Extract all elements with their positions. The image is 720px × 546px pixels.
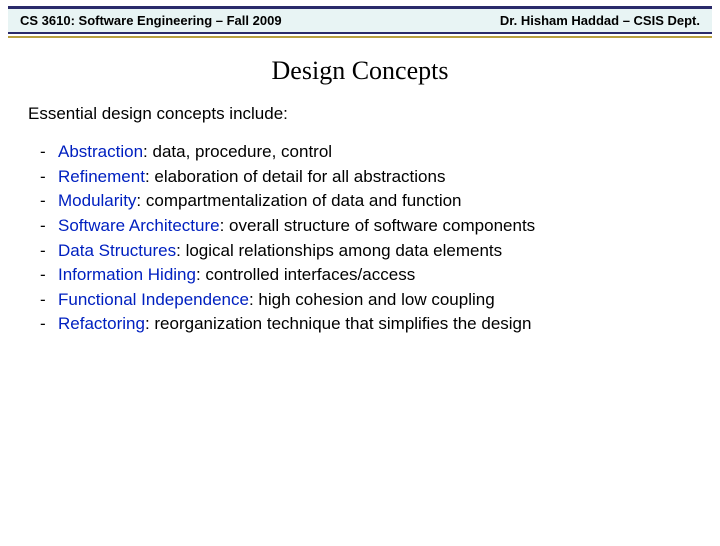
instructor-label: Dr. Hisham Haddad – CSIS Dept.: [500, 13, 700, 28]
bullet-sep: :: [145, 314, 154, 333]
list-item: - Functional Independence: high cohesion…: [40, 288, 692, 313]
bullet-term: Functional Independence: [58, 290, 249, 309]
bullet-content: Information Hiding: controlled interface…: [58, 263, 415, 288]
header-bar: CS 3610: Software Engineering – Fall 200…: [8, 6, 712, 34]
intro-text: Essential design concepts include:: [28, 104, 692, 124]
accent-underline: [8, 36, 712, 38]
bullet-dash: -: [40, 239, 58, 264]
bullet-sep: :: [136, 191, 145, 210]
bullet-desc: controlled interfaces/access: [205, 265, 415, 284]
list-item: - Abstraction: data, procedure, control: [40, 140, 692, 165]
bullet-sep: :: [145, 167, 154, 186]
bullet-sep: :: [196, 265, 205, 284]
bullet-desc: overall structure of software components: [229, 216, 535, 235]
bullet-dash: -: [40, 312, 58, 337]
bullet-term: Abstraction: [58, 142, 143, 161]
bullet-desc: logical relationships among data element…: [186, 241, 503, 260]
list-item: - Data Structures: logical relationships…: [40, 239, 692, 264]
bullet-content: Functional Independence: high cohesion a…: [58, 288, 495, 313]
bullet-content: Data Structures: logical relationships a…: [58, 239, 502, 264]
bullet-term: Refinement: [58, 167, 145, 186]
bullet-desc: compartmentalization of data and functio…: [146, 191, 462, 210]
bullet-desc: high cohesion and low coupling: [258, 290, 494, 309]
list-item: - Refactoring: reorganization technique …: [40, 312, 692, 337]
bullet-term: Refactoring: [58, 314, 145, 333]
bullet-list: - Abstraction: data, procedure, control …: [40, 140, 692, 337]
bullet-desc: reorganization technique that simplifies…: [154, 314, 531, 333]
bullet-term: Modularity: [58, 191, 136, 210]
list-item: - Modularity: compartmentalization of da…: [40, 189, 692, 214]
bullet-term: Data Structures: [58, 241, 176, 260]
bullet-term: Software Architecture: [58, 216, 220, 235]
bullet-content: Software Architecture: overall structure…: [58, 214, 535, 239]
bullet-dash: -: [40, 263, 58, 288]
bullet-content: Modularity: compartmentalization of data…: [58, 189, 462, 214]
bullet-dash: -: [40, 165, 58, 190]
bullet-content: Refinement: elaboration of detail for al…: [58, 165, 445, 190]
bullet-content: Refactoring: reorganization technique th…: [58, 312, 531, 337]
list-item: - Software Architecture: overall structu…: [40, 214, 692, 239]
bullet-sep: :: [143, 142, 152, 161]
list-item: - Information Hiding: controlled interfa…: [40, 263, 692, 288]
bullet-desc: elaboration of detail for all abstractio…: [154, 167, 445, 186]
bullet-sep: :: [249, 290, 258, 309]
bullet-sep: :: [176, 241, 185, 260]
list-item: - Refinement: elaboration of detail for …: [40, 165, 692, 190]
bullet-sep: :: [220, 216, 229, 235]
bullet-dash: -: [40, 189, 58, 214]
bullet-desc: data, procedure, control: [153, 142, 333, 161]
bullet-dash: -: [40, 288, 58, 313]
slide-title: Design Concepts: [0, 56, 720, 86]
course-label: CS 3610: Software Engineering – Fall 200…: [20, 13, 282, 28]
bullet-term: Information Hiding: [58, 265, 196, 284]
bullet-content: Abstraction: data, procedure, control: [58, 140, 332, 165]
bullet-dash: -: [40, 140, 58, 165]
bullet-dash: -: [40, 214, 58, 239]
